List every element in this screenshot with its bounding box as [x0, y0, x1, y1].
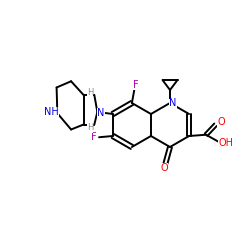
Text: F: F — [132, 80, 138, 90]
Text: H: H — [87, 88, 93, 96]
Text: N: N — [97, 108, 104, 118]
Text: H: H — [87, 124, 93, 132]
Text: N: N — [169, 98, 177, 108]
Text: OH: OH — [218, 138, 233, 148]
Text: F: F — [91, 132, 96, 142]
Text: NH: NH — [44, 107, 59, 117]
Text: O: O — [217, 117, 225, 127]
Text: O: O — [160, 163, 168, 173]
